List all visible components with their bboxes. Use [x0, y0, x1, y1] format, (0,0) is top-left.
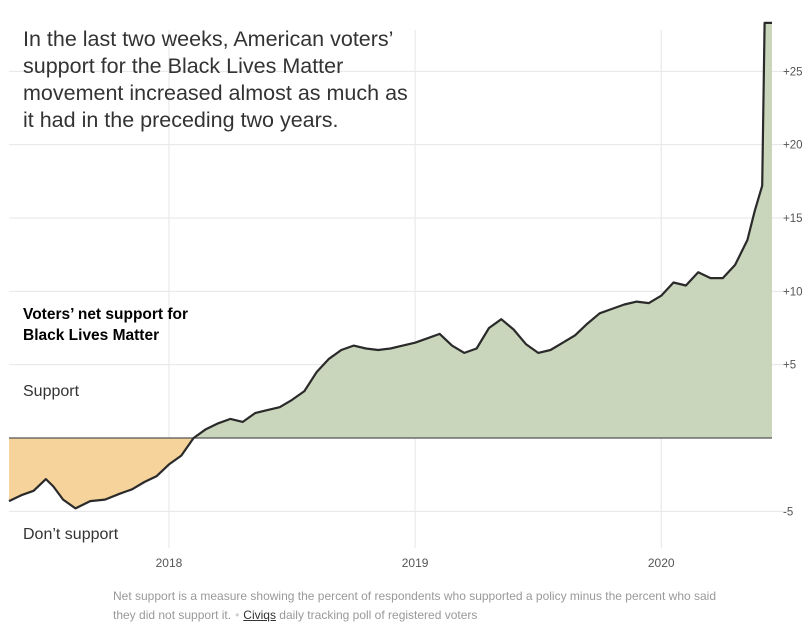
positive-area [9, 22, 772, 438]
dont-support-label: Don’t support [23, 526, 119, 543]
support-label: Support [23, 383, 80, 400]
footnote-text: Net support is a measure showing the per… [113, 589, 717, 622]
negative-area [9, 438, 772, 509]
headline: In the last two weeks, American voters’ … [23, 27, 408, 132]
y-tick-label: +25 [783, 66, 803, 78]
source-link[interactable]: Civiqs [243, 608, 276, 622]
y-tick-label: +5 [783, 360, 796, 372]
x-tick-label: 2020 [648, 556, 675, 570]
footnote-separator: • [235, 608, 240, 622]
y-tick-label: +15 [783, 213, 803, 225]
x-tick-label: 2018 [156, 556, 183, 570]
series-line [8, 21, 772, 510]
footnote: Net support is a measure showing the per… [113, 587, 733, 625]
y-tick-label: -5 [783, 506, 793, 518]
footnote-source-text: daily tracking poll of registered voters [279, 608, 478, 622]
chart-title: Voters’ net support for Black Lives Matt… [23, 306, 189, 344]
x-tick-label: 2019 [402, 556, 429, 570]
y-tick-label: +10 [783, 286, 803, 298]
y-tick-label: +20 [783, 140, 803, 152]
